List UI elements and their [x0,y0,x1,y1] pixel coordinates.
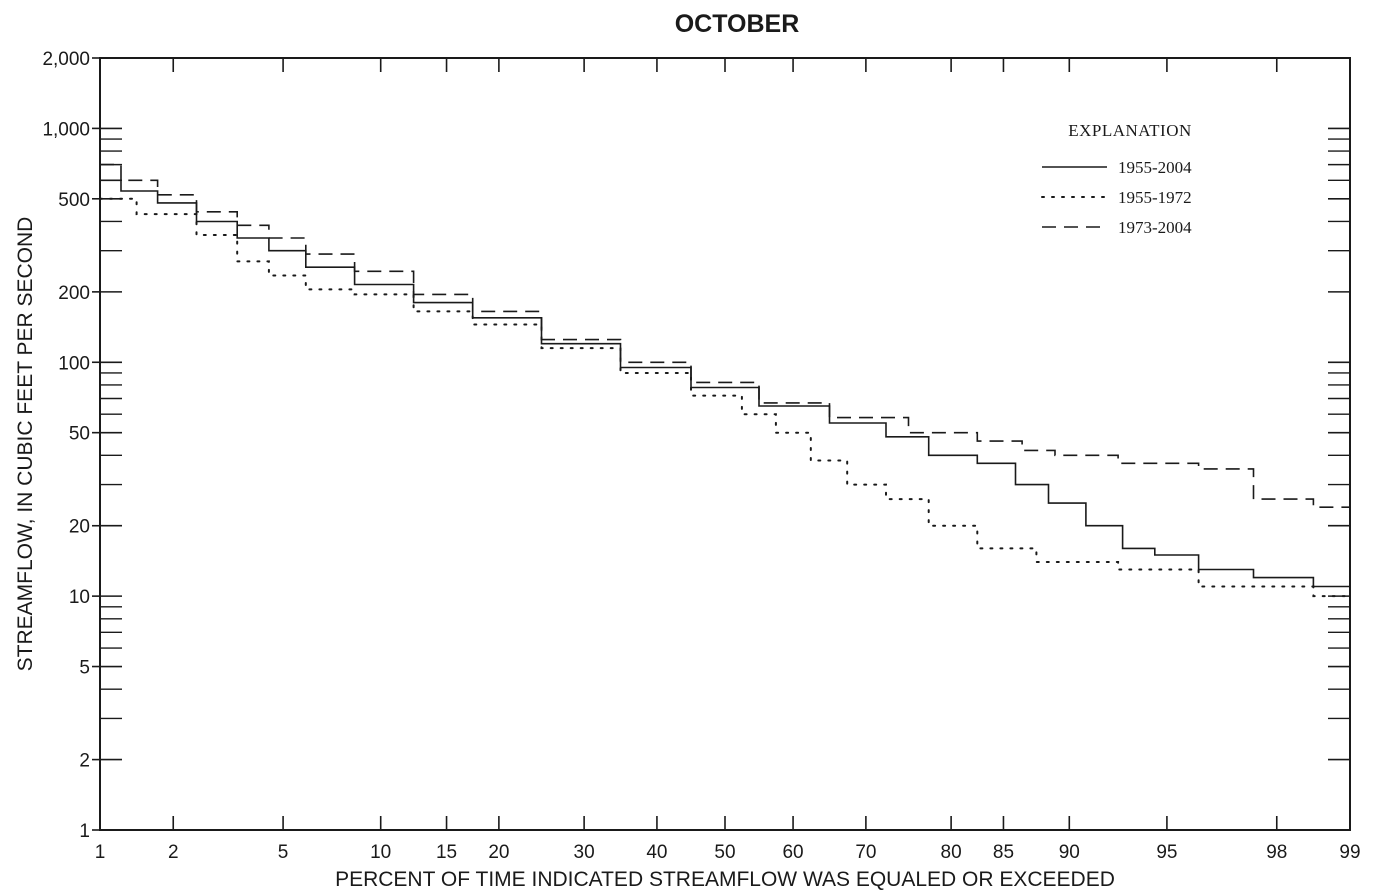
y-tick-label: 5 [79,658,90,679]
y-tick-label: 100 [58,353,90,374]
x-tick-label: 1 [95,842,106,863]
series-layer [99,163,1351,598]
legend-label-1955-1972: 1955-1972 [1118,188,1192,207]
x-tick-label: 98 [1266,842,1287,863]
series-line-1973-2004 [100,163,1350,508]
x-tick-label: 40 [646,842,667,863]
x-axis: 1 2 5 10 15 20 30 40 50 60 70 80 85 90 95 98 99 [95,58,1361,863]
x-tick-label: 80 [941,842,962,863]
x-tick-label: 90 [1059,842,1080,863]
x-tick-label: 30 [574,842,595,863]
x-tick-label: 5 [278,842,289,863]
x-tick-label: 70 [855,842,876,863]
legend: EXPLANATION 1955-2004 1955-1972 1973-200… [1041,121,1192,237]
x-tick-label: 10 [370,842,391,863]
x-tick-label: 2 [168,842,179,863]
y-tick-label: 1 [79,821,90,842]
x-tick-label: 15 [436,842,457,863]
legend-title: EXPLANATION [1068,121,1192,140]
y-axis-label: STREAMFLOW, IN CUBIC FEET PER SECOND [14,217,37,672]
x-tick-label: 20 [488,842,509,863]
y-tick-label: 50 [69,424,90,445]
series-line-1955-1972 [99,197,1351,598]
x-axis-label: PERCENT OF TIME INDICATED STREAMFLOW WAS… [335,868,1115,891]
x-tick-label: 60 [782,842,803,863]
y-tick-label: 2 [79,751,90,772]
y-tick-label: 20 [69,517,90,538]
y-axis: 1 2 5 10 20 50 100 200 500 1,000 2,000 [42,49,1350,842]
legend-label-1955-2004: 1955-2004 [1118,158,1192,177]
x-tick-label: 95 [1156,842,1177,863]
x-tick-label: 99 [1339,842,1360,863]
y-tick-label: 2,000 [42,49,90,70]
x-tick-label: 85 [993,842,1014,863]
series-line-1955-2004 [100,179,1350,588]
y-tick-label: 200 [58,283,90,304]
x-tick-label: 50 [714,842,735,863]
chart-title: OCTOBER [675,10,800,38]
y-tick-label: 10 [69,587,90,608]
y-tick-label: 1,000 [42,119,90,140]
y-tick-label: 500 [58,190,90,211]
legend-label-1973-2004: 1973-2004 [1118,218,1192,237]
